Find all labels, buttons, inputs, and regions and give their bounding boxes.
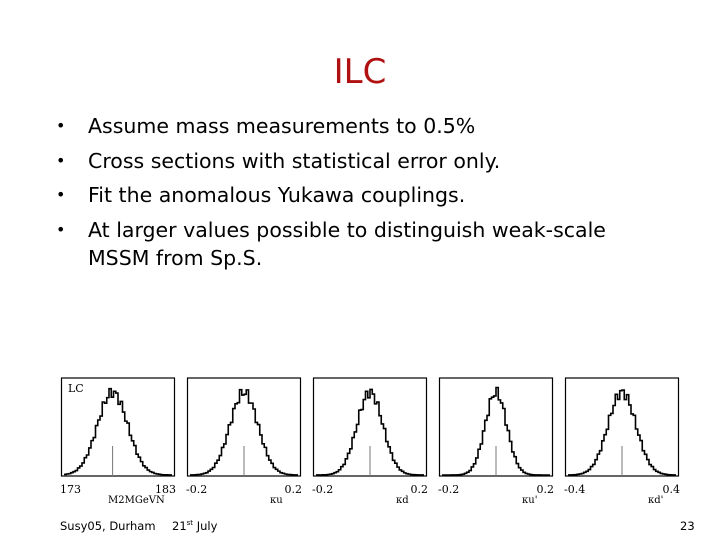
histogram-plot <box>312 377 428 477</box>
slide-title: ILC <box>333 52 387 92</box>
footer-date-suffix: st <box>186 519 194 528</box>
footer-date: 21st July <box>172 519 217 533</box>
plot-frame <box>60 377 176 477</box>
bullet-text: Assume mass measurements to 0.5% <box>88 114 476 138</box>
bullet-marker: • <box>56 116 66 135</box>
footer-date-month: July <box>196 519 218 533</box>
x-axis-name: κd' <box>648 495 664 506</box>
histogram-curve <box>64 387 172 476</box>
histogram-plot <box>438 377 554 477</box>
x-axis-name: κu' <box>522 495 538 506</box>
histogram-panel: -0.2 0.2 κu <box>186 368 302 506</box>
bullet-list: • Assume mass measurements to 0.5% • Cro… <box>56 112 656 279</box>
histogram-panel: -0.2 0.2 κd <box>312 368 428 506</box>
x-axis-name: κd <box>396 495 409 506</box>
histogram-curve <box>316 388 424 476</box>
x-tick-min: -0.2 <box>312 483 334 496</box>
x-tick-min: -0.4 <box>564 483 586 496</box>
histogram-curve <box>568 389 676 476</box>
bullet-marker: • <box>56 219 66 239</box>
histogram-curve <box>190 388 298 476</box>
x-tick-max: 0.2 <box>536 483 555 496</box>
footer-event: Susy05, Durham <box>60 519 156 533</box>
corner-label: LC <box>68 382 84 395</box>
x-tick-min: 173 <box>60 483 81 496</box>
bullet-marker: • <box>56 150 66 170</box>
histogram-plot <box>564 377 680 477</box>
bullet-text: At larger values possible to distinguish… <box>88 217 606 271</box>
x-tick-max: 0.2 <box>410 483 429 496</box>
bullet-marker: • <box>56 185 66 204</box>
bullet-item: • Cross sections with statistical error … <box>56 147 656 176</box>
x-tick-min: -0.2 <box>186 483 208 496</box>
x-tick-max: 0.2 <box>284 483 303 496</box>
histogram-plot <box>60 377 176 477</box>
page-number: 23 <box>680 519 695 533</box>
footer-date-day: 21 <box>172 519 187 533</box>
x-tick-max: 0.4 <box>662 483 681 496</box>
histogram-plot <box>186 377 302 477</box>
histogram-panel: LC 173 183 M2MGeVN <box>60 368 176 506</box>
x-axis-name: M2MGeVN <box>108 495 165 506</box>
x-axis-name: κu <box>270 495 283 506</box>
histogram-panel: -0.4 0.4 κd' <box>564 368 680 506</box>
x-tick-max: 183 <box>155 483 176 496</box>
histogram-curve <box>442 386 550 476</box>
bullet-item: • Assume mass measurements to 0.5% <box>56 112 656 141</box>
bullet-text: Fit the anomalous Yukawa couplings. <box>88 183 466 207</box>
bullet-item: • Fit the anomalous Yukawa couplings. <box>56 181 656 210</box>
bullet-item: • At larger values possible to distingui… <box>56 216 656 273</box>
histogram-panel: -0.2 0.2 κu' <box>438 368 554 506</box>
x-tick-min: -0.2 <box>438 483 460 496</box>
bullet-text: Cross sections with statistical error on… <box>88 148 501 173</box>
